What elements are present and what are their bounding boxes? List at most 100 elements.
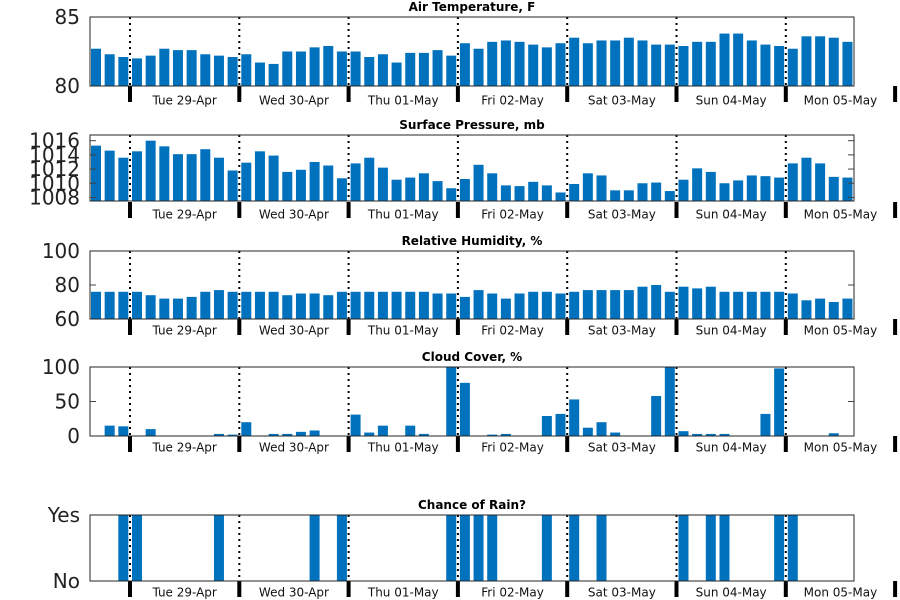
bar bbox=[227, 57, 238, 86]
bar bbox=[541, 515, 552, 581]
bar bbox=[664, 44, 675, 86]
bar bbox=[637, 40, 648, 86]
bar bbox=[418, 52, 429, 86]
bar bbox=[596, 515, 607, 581]
bar bbox=[282, 171, 293, 201]
bar bbox=[719, 183, 730, 201]
bar bbox=[459, 382, 470, 436]
bar bbox=[787, 163, 798, 201]
bar bbox=[364, 291, 375, 319]
y-tick-label: 100 bbox=[42, 355, 80, 379]
bar bbox=[213, 290, 224, 319]
bar bbox=[719, 515, 730, 581]
bar bbox=[541, 47, 552, 86]
bar bbox=[719, 291, 730, 319]
bar bbox=[432, 181, 443, 201]
bar bbox=[528, 181, 539, 201]
bar bbox=[268, 155, 279, 201]
bar bbox=[828, 37, 839, 86]
bar bbox=[801, 36, 812, 86]
bar bbox=[186, 296, 197, 319]
bar bbox=[172, 298, 183, 319]
bar bbox=[719, 433, 730, 436]
bar bbox=[309, 293, 320, 319]
bar bbox=[801, 157, 812, 201]
bar bbox=[377, 425, 388, 436]
bar bbox=[254, 62, 265, 86]
bar bbox=[487, 173, 498, 201]
axes-frame bbox=[89, 366, 855, 437]
chart-title: Air Temperature, F bbox=[409, 0, 536, 14]
bar bbox=[705, 171, 716, 201]
bar bbox=[678, 515, 689, 581]
bar bbox=[405, 177, 416, 201]
bar bbox=[705, 41, 716, 86]
bar bbox=[405, 52, 416, 86]
bar bbox=[746, 175, 757, 201]
bar bbox=[104, 54, 115, 86]
chart-panel-5: Chance of Rain? Tue 29-Apr Wed 30-Apr Thu 0… bbox=[47, 498, 898, 600]
bar bbox=[104, 425, 115, 436]
x-tick-label: Wed 30-Apr bbox=[259, 441, 329, 455]
bar bbox=[787, 48, 798, 86]
x-tick-label: Sun 04-May bbox=[696, 441, 767, 455]
x-tick-label: Thu 01-May bbox=[367, 94, 439, 108]
bar bbox=[213, 515, 224, 581]
bar bbox=[815, 163, 826, 201]
bar bbox=[350, 51, 361, 86]
bar bbox=[596, 40, 607, 86]
bar bbox=[200, 54, 211, 86]
bar bbox=[760, 176, 771, 201]
bar bbox=[514, 41, 525, 86]
x-tick-label: Sat 03-May bbox=[588, 94, 656, 108]
bar bbox=[774, 291, 785, 319]
x-tick-label: Thu 01-May bbox=[367, 208, 439, 222]
x-tick-label: Fri 02-May bbox=[481, 324, 544, 338]
bar bbox=[719, 33, 730, 86]
bar bbox=[459, 179, 470, 201]
bar bbox=[91, 145, 101, 201]
bar bbox=[159, 146, 170, 201]
y-tick-label: 1012 bbox=[29, 157, 80, 181]
chart-panel-4: Cloud Cover, % Tue 29-Apr Wed 30-Apr Thu 01… bbox=[42, 350, 898, 455]
bar bbox=[651, 285, 662, 319]
bar bbox=[131, 58, 142, 86]
y-tick-label: Yes bbox=[47, 503, 80, 527]
chart-panel-1: Air Temperature, F Tue 29-Apr Wed 30-Apr Th… bbox=[55, 0, 898, 108]
x-tick-label: Sat 03-May bbox=[588, 324, 656, 338]
chart-title: Cloud Cover, % bbox=[422, 350, 522, 364]
bar bbox=[664, 291, 675, 319]
bar bbox=[664, 191, 675, 201]
bar bbox=[733, 180, 744, 201]
y-tick-label: 85 bbox=[55, 5, 80, 29]
bar bbox=[828, 302, 839, 319]
bar bbox=[200, 149, 211, 201]
bar bbox=[459, 43, 470, 86]
bar bbox=[172, 154, 183, 201]
bar bbox=[405, 425, 416, 436]
bar bbox=[774, 368, 785, 436]
bar bbox=[774, 45, 785, 86]
bar bbox=[705, 515, 716, 581]
bar bbox=[842, 41, 853, 86]
bar bbox=[623, 290, 634, 319]
x-tick-label: Tue 29-Apr bbox=[151, 441, 216, 455]
bar bbox=[487, 434, 498, 436]
bar bbox=[145, 55, 156, 86]
bar bbox=[610, 432, 621, 436]
bar bbox=[651, 44, 662, 86]
bar bbox=[446, 188, 457, 201]
bar bbox=[678, 431, 689, 436]
x-tick-label: Mon 05-May bbox=[804, 94, 878, 108]
bar bbox=[418, 291, 429, 319]
bar bbox=[104, 291, 115, 319]
bar bbox=[364, 432, 375, 436]
bar bbox=[555, 192, 566, 201]
bar bbox=[118, 57, 129, 86]
bar bbox=[582, 427, 593, 436]
bar bbox=[500, 433, 511, 436]
bar bbox=[446, 293, 457, 319]
bar bbox=[432, 293, 443, 319]
y-tick-label: 1016 bbox=[29, 129, 80, 153]
bar bbox=[131, 151, 142, 201]
